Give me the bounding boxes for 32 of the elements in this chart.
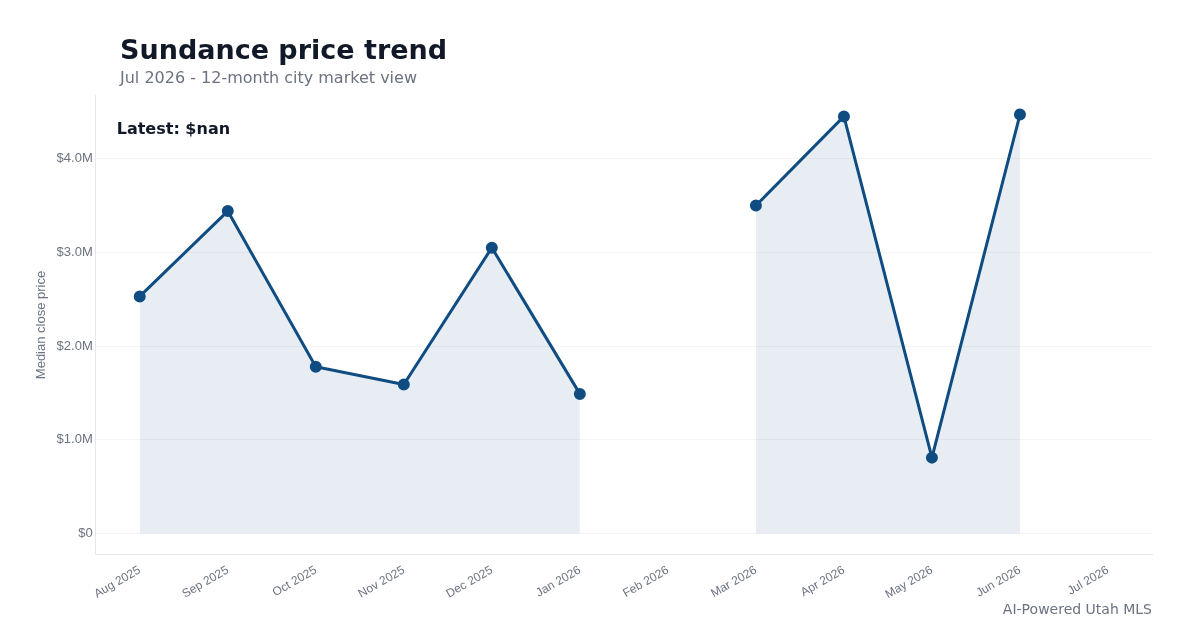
y-tick-label: $4.0M <box>56 150 93 166</box>
chart-subtitle: Jul 2026 - 12-month city market view <box>120 68 417 87</box>
x-tick-label: Nov 2025 <box>355 562 408 601</box>
x-tick-label: Feb 2026 <box>620 562 672 601</box>
x-tick-label: May 2026 <box>882 562 936 602</box>
y-tick-label: $1.0M <box>56 431 93 447</box>
point <box>1013 108 1026 121</box>
x-tick-label: Mar 2026 <box>708 562 760 601</box>
point <box>749 199 762 212</box>
text: AI-Powered Utah MLS <box>1002 601 1152 617</box>
point <box>221 205 234 218</box>
x-tick-label: Sep 2025 <box>179 562 232 601</box>
x-tick-label: Jan 2026 <box>533 562 584 600</box>
point <box>485 241 498 254</box>
x-tick-label: Jun 2026 <box>973 562 1024 600</box>
x-tick-label: Aug 2025 <box>91 562 144 601</box>
y-tick-label: $2.0M <box>56 337 93 353</box>
point <box>837 110 850 123</box>
point <box>133 290 146 303</box>
x-tick-label: Dec 2025 <box>443 562 496 601</box>
x-tick-label: Apr 2026 <box>797 562 848 600</box>
x-tick-label: Jul 2026 <box>1064 562 1112 598</box>
point <box>925 451 938 464</box>
point <box>309 360 322 373</box>
point <box>573 387 586 400</box>
chart-title: Sundance price trend <box>120 34 448 65</box>
y-tick-label: $0 <box>78 525 93 541</box>
annotation: Latest: $nan <box>116 118 231 138</box>
x-tick-label: Oct 2025 <box>269 562 320 600</box>
y-tick-label: $3.0M <box>56 243 93 259</box>
y-axis-title: Median close price <box>33 270 49 380</box>
point <box>397 378 410 391</box>
